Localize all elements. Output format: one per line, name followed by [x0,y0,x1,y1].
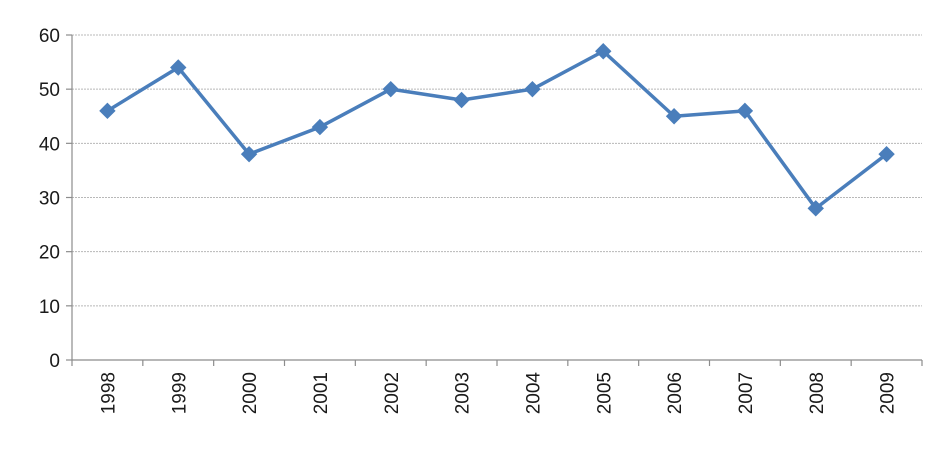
data-point [170,59,187,76]
y-tick-label: 10 [39,297,60,318]
x-tick-label: 2008 [807,372,828,414]
data-point [595,43,612,60]
y-tick-label: 0 [49,351,60,372]
series-line [105,49,889,211]
x-tick-label: 2007 [736,372,757,414]
x-tick-label: 2001 [311,372,332,414]
data-point [878,145,895,163]
y-tick-label: 40 [39,134,60,155]
x-tick-label: 1998 [98,372,119,414]
y-tick-label: 50 [39,80,60,101]
x-tick-label: 2006 [665,372,686,414]
x-tick-label: 2005 [594,372,615,414]
x-tick-label: 2002 [382,372,403,414]
data-point [665,108,683,125]
series-layer [99,43,895,217]
y-tick-label: 60 [39,26,60,47]
x-axis-ticks: 1998 1999 2000 2001 2002 2003 2004 2005 2006 2007… [71,360,923,415]
data-point [382,80,399,98]
x-tick-label: 2009 [878,372,899,414]
data-point [311,118,329,136]
data-point [807,200,824,217]
x-tick-label: 2003 [453,372,474,414]
x-tick-label: 2004 [523,372,544,415]
data-point [453,91,470,109]
data-point [99,102,116,120]
data-point [524,80,541,98]
y-axis-ticks: 0 10 20 30 40 50 60 [39,26,72,372]
data-point [736,102,754,120]
x-tick-label: 1999 [169,372,190,414]
gridlines [72,34,922,307]
y-tick-label: 30 [39,189,60,210]
data-point [240,145,258,163]
y-tick-label: 20 [39,243,60,264]
x-tick-label: 2000 [240,372,261,414]
